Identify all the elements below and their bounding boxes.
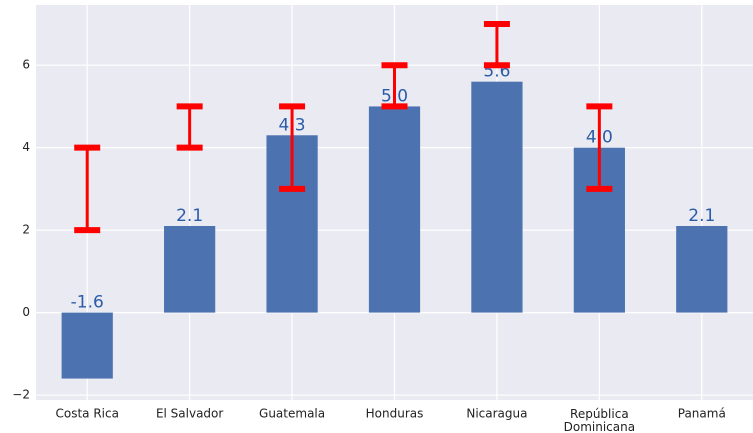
error-bar [483, 20, 510, 69]
x-tick-label: Honduras [366, 407, 424, 421]
bar [164, 226, 216, 313]
error-bar [586, 103, 613, 192]
bar [471, 81, 523, 313]
x-tick-label: Panamá [678, 407, 726, 421]
x-tick-label: Costa Rica [55, 407, 118, 421]
y-tick-label: 2 [22, 223, 30, 237]
bar [676, 226, 728, 313]
bar [368, 106, 421, 313]
error-bar [279, 103, 306, 192]
y-tick-label: 4 [22, 140, 30, 154]
y-tick-label: 6 [22, 58, 30, 72]
y-tick-label: 0 [22, 305, 30, 319]
x-tick-label: Guatemala [259, 407, 325, 421]
y-tick-label: −2 [12, 388, 30, 402]
error-bar [381, 62, 408, 110]
error-bar [74, 144, 101, 234]
bar [61, 312, 113, 379]
error-bar [176, 103, 203, 151]
value-label: 2.1 [688, 206, 715, 226]
x-tick-label: Nicaragua [466, 407, 527, 421]
value-label: -1.6 [71, 293, 104, 313]
x-tick-label: El Salvador [156, 407, 223, 421]
value-label: 2.1 [176, 206, 203, 226]
x-tick-label: República Dominicana [564, 407, 635, 433]
